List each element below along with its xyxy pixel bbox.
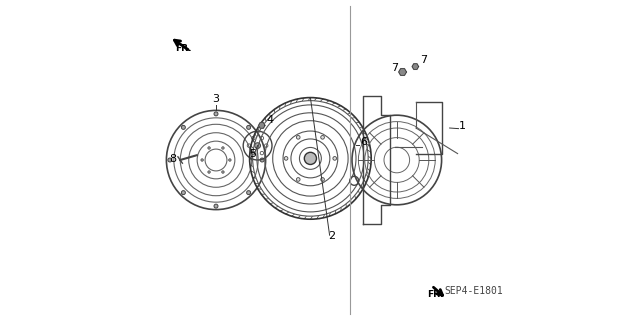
Circle shape — [305, 152, 316, 164]
Text: 1: 1 — [460, 121, 466, 131]
Circle shape — [181, 191, 186, 195]
Text: 5: 5 — [250, 149, 256, 159]
Text: FR.: FR. — [428, 290, 444, 299]
Polygon shape — [412, 64, 419, 69]
Text: 2: 2 — [328, 231, 335, 241]
Circle shape — [208, 171, 211, 173]
Text: 7: 7 — [420, 55, 427, 65]
Circle shape — [260, 158, 264, 162]
Circle shape — [246, 125, 251, 129]
Polygon shape — [259, 123, 265, 128]
Text: 3: 3 — [212, 94, 220, 104]
Circle shape — [284, 156, 288, 160]
Text: 6: 6 — [360, 137, 367, 147]
Circle shape — [333, 156, 337, 160]
Circle shape — [321, 135, 324, 139]
Circle shape — [321, 178, 324, 181]
Text: 8: 8 — [170, 154, 177, 164]
Circle shape — [221, 147, 224, 149]
Text: FR.: FR. — [175, 44, 191, 52]
Circle shape — [246, 191, 251, 195]
Circle shape — [214, 112, 218, 116]
Circle shape — [221, 171, 224, 173]
Circle shape — [296, 178, 300, 181]
Circle shape — [181, 125, 186, 129]
Circle shape — [214, 204, 218, 208]
Text: 4: 4 — [267, 115, 274, 124]
Circle shape — [168, 158, 172, 162]
Circle shape — [201, 159, 204, 161]
Circle shape — [208, 147, 211, 149]
Circle shape — [255, 143, 260, 148]
Polygon shape — [399, 69, 406, 75]
Circle shape — [228, 159, 231, 161]
Text: 7: 7 — [391, 63, 398, 73]
Text: SEP4-E1801: SEP4-E1801 — [444, 286, 503, 296]
Circle shape — [296, 135, 300, 139]
